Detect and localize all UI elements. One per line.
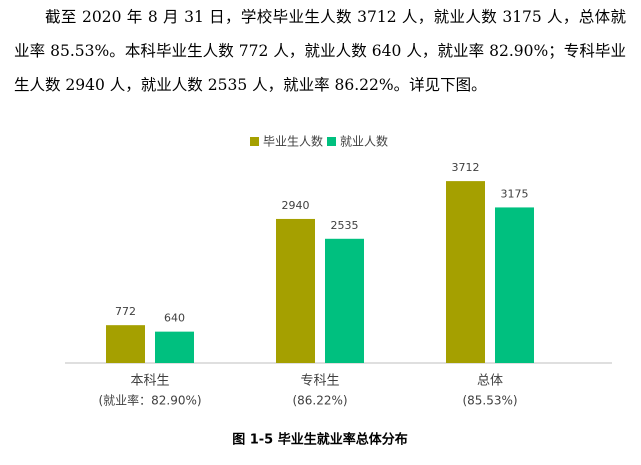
bar xyxy=(325,238,364,363)
legend-swatch xyxy=(250,137,259,146)
value-label: 3712 xyxy=(452,161,480,174)
x-tick-label: 专科生 xyxy=(300,374,339,389)
legend-label: 就业人数 xyxy=(340,134,388,149)
bar xyxy=(276,218,315,363)
value-label: 3175 xyxy=(501,187,529,200)
value-label: 2940 xyxy=(282,199,310,212)
bar xyxy=(106,325,145,363)
paragraph: 截至 2020 年 8 月 31 日，学校毕业生人数 3712 人，就业人数 3… xyxy=(14,8,626,94)
x-tick-note: (85.53%) xyxy=(462,394,517,408)
bar xyxy=(155,331,194,363)
bar xyxy=(495,207,534,363)
legend-swatch xyxy=(327,137,336,146)
x-tick-label: 本科生 xyxy=(130,374,169,389)
x-tick-note: (就业率：82.90%) xyxy=(98,393,201,408)
value-label: 2535 xyxy=(331,219,359,232)
bar xyxy=(446,181,485,363)
x-tick-note: (86.22%) xyxy=(292,394,347,408)
legend-label: 毕业生人数 xyxy=(263,134,323,149)
value-label: 772 xyxy=(115,305,136,318)
value-label: 640 xyxy=(164,312,185,325)
x-tick-label: 总体 xyxy=(477,374,503,389)
caption: 图 1-5 毕业生就业率总体分布 xyxy=(232,432,408,448)
